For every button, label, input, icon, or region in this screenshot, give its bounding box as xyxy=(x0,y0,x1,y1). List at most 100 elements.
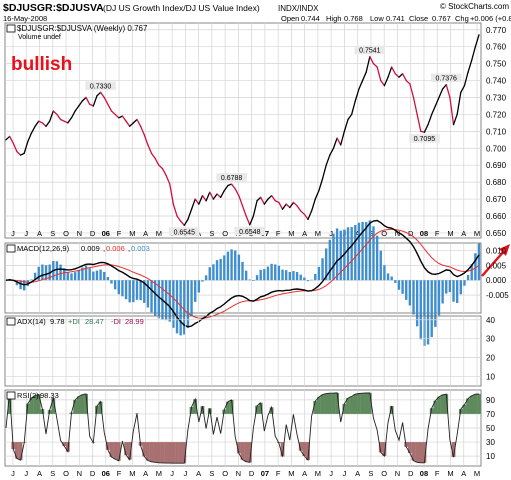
rsi-oversold-fill xyxy=(240,442,245,460)
price-segment xyxy=(121,115,127,122)
macd-hist-bar xyxy=(157,280,161,319)
price-segment xyxy=(329,147,335,156)
price-annotation-label: 0.6548 xyxy=(239,229,261,236)
price-segment xyxy=(252,200,258,217)
macd-hist-bar xyxy=(66,272,70,281)
y-tick-label: 0.650 xyxy=(486,229,507,238)
rsi-value: 98.33 xyxy=(40,391,59,400)
annotation-bg xyxy=(354,45,386,55)
rsi-oversold-fill xyxy=(149,442,154,462)
price-segment xyxy=(12,142,18,153)
macd-hist-bar xyxy=(317,266,321,281)
rsi-oversold-fill xyxy=(236,442,241,454)
macd-hist-bar xyxy=(452,280,455,302)
macd-hist-bar xyxy=(288,271,291,281)
rsi-oversold-fill xyxy=(298,442,303,451)
price-segment xyxy=(67,117,73,124)
rsi-overbought-fill xyxy=(313,401,318,414)
macd-hist-bar xyxy=(219,258,222,281)
macd-line xyxy=(5,219,480,328)
macd-hist-bar xyxy=(55,261,59,281)
high-value: 0.768 xyxy=(344,14,363,23)
rsi-overbought-fill xyxy=(360,393,365,414)
price-panel: 0.650 0.660 0.670 0.680 0.690 0.700 0.710 0.720… xyxy=(4,22,510,277)
price-segment xyxy=(310,198,316,212)
rsi-oversold-fill xyxy=(175,442,179,464)
price-segment xyxy=(267,195,273,200)
macd-hist-bar xyxy=(299,274,302,281)
macd-hist-bar xyxy=(103,271,106,281)
adx-panel-frame xyxy=(4,315,482,387)
macd-hist-bar xyxy=(350,227,353,281)
price-segment xyxy=(460,84,466,94)
x-tick-label: J xyxy=(11,229,15,238)
rsi-x-tick-label: A xyxy=(355,469,360,478)
macd-hist-bar xyxy=(426,280,430,345)
rsi-x-tick-label: N xyxy=(395,469,400,478)
rsi-x-tick-label: M xyxy=(288,469,294,478)
macd-value: 0.009 xyxy=(81,244,100,253)
y-tick-label: 10 xyxy=(486,452,495,461)
price-segment xyxy=(190,198,196,210)
price-segment xyxy=(212,193,218,200)
price-segment xyxy=(449,96,455,126)
price-segment xyxy=(34,120,40,127)
rsi-oversold-fill xyxy=(182,442,187,464)
y-tick-label: 0.770 xyxy=(486,26,507,35)
price-segment xyxy=(452,113,458,126)
adx-y-axis: 40 30 20 10 xyxy=(486,316,495,382)
macd-hist-bar xyxy=(77,269,80,281)
rsi-x-tick-label: N xyxy=(236,469,241,478)
price-segment xyxy=(41,122,47,127)
rsi-overbought-fill xyxy=(258,402,263,414)
macd-legend: MACD(12,26,9) 0.009 , 0.006 , 0.003 xyxy=(6,244,150,253)
rsi-overbought-fill xyxy=(327,393,332,414)
x-tick-label: 08 xyxy=(420,229,428,238)
rsi-overbought-fill xyxy=(51,398,56,414)
price-segment xyxy=(365,56,371,73)
macd-signal-line xyxy=(5,228,480,319)
macd-hist-bar xyxy=(383,265,386,281)
rsi-x-tick-label: F xyxy=(435,469,440,478)
price-segment xyxy=(154,157,160,166)
x-tick-label: S xyxy=(209,229,214,238)
rsi-line-path xyxy=(5,392,480,464)
y-tick-label: 90 xyxy=(486,396,495,405)
macd-hist-bar xyxy=(230,249,233,281)
rsi-x-tick-label: O xyxy=(381,469,387,478)
macd-hist-bar xyxy=(110,280,113,284)
macd-hist-bar xyxy=(375,235,379,281)
macd-hist-bar xyxy=(241,261,244,281)
macd-legend-swatch xyxy=(6,244,16,253)
x-tick-label: N xyxy=(77,229,82,238)
price-segment xyxy=(467,59,473,73)
y-tick-label: 0.740 xyxy=(486,77,507,86)
macd-hist-bar xyxy=(390,276,393,281)
rsi-y-axis: 90 70 50 30 10 xyxy=(486,396,495,461)
macd-hist-bar xyxy=(292,271,295,281)
price-segment xyxy=(289,201,295,209)
rsi-overbought-fill xyxy=(320,394,325,414)
macd-hist-bar xyxy=(277,265,281,281)
low-value: 0.741 xyxy=(386,14,405,23)
rsi-oversold-fill xyxy=(422,442,427,463)
macd-hist-bar xyxy=(135,280,139,300)
price-annotation-label: 0.7541 xyxy=(359,48,381,55)
rsi-oversold-fill xyxy=(244,442,249,462)
macd-signal-value: 0.006 xyxy=(106,244,125,253)
price-segment xyxy=(38,120,44,124)
plus-di-label: +DI xyxy=(68,317,80,326)
price-segment xyxy=(463,71,469,87)
rsi-overbought-fill xyxy=(437,396,441,414)
x-tick-label: A xyxy=(37,229,42,238)
price-segment xyxy=(391,66,396,75)
rsi-x-tick-label: M xyxy=(156,469,162,478)
price-segment xyxy=(59,118,65,122)
macd-hist-bar xyxy=(430,280,433,338)
price-segment xyxy=(423,123,429,133)
macd-hist-bar xyxy=(266,266,270,281)
price-segment xyxy=(351,100,356,116)
macd-sep-1: , xyxy=(103,244,105,253)
x-tick-label: M xyxy=(129,229,135,238)
price-segment xyxy=(369,56,375,65)
